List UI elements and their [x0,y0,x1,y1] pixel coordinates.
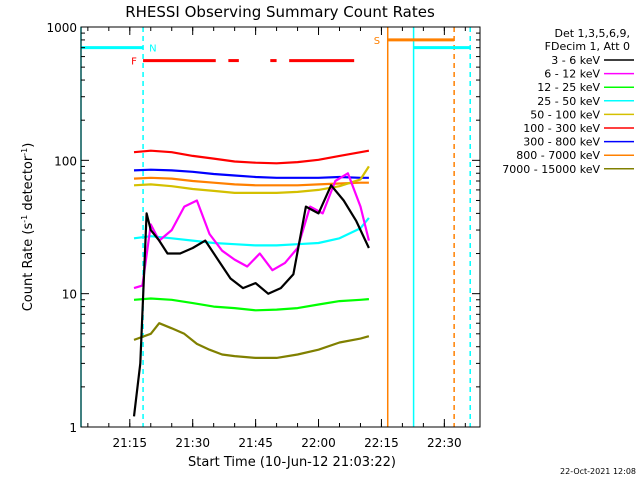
legend-label-4: 50 - 100 keV [530,108,600,121]
series-line-100to300keV [133,149,370,165]
x-tick-label-3: 22:00 [301,436,336,450]
series-line-6to12keV [133,172,370,290]
y-tick-label-3: 1000 [46,21,77,35]
series-line-800to7000keV [133,176,369,187]
x-tick-label-1: 21:30 [175,436,210,450]
series-line-12to25keV [133,297,369,312]
timestamp: 22-Oct-2021 12:08 [560,467,636,476]
y-tick-label-1: 10 [62,288,77,302]
series-line-7000to15000keV [133,322,370,359]
x-tick-label-4: 22:15 [364,436,399,450]
x-tick-label-2: 21:45 [238,436,273,450]
series-line-25to50keV [133,217,370,247]
y-axis-label: Count Rate (s-1 detector-1) [20,143,36,312]
legend-label-5: 100 - 300 keV [523,122,600,135]
chart-title: RHESSI Observing Summary Count Rates [125,3,435,21]
legend-label-7: 800 - 7000 keV [516,149,600,162]
flag-n-label: N [149,44,156,55]
series-line-300to800keV [133,168,369,179]
legend-label-6: 300 - 800 keV [523,136,600,149]
x-tick-label-5: 22:30 [427,436,462,450]
legend-header-line-1: Det 1,3,5,6,9, [554,27,630,40]
legend-label-8: 7000 - 15000 keV [502,163,600,176]
legend-label-1: 6 - 12 keV [544,68,600,81]
series-line-50to100keV [133,165,370,194]
legend-label-3: 25 - 50 keV [537,95,600,108]
series-line-3to6keV [132,184,370,417]
plot-frame [80,26,481,428]
flag-f-label: F [131,57,137,68]
flag-s-label: S [374,36,380,47]
y-tick-label-0: 1 [69,421,77,435]
legend-header-line-2: FDecim 1, Att 0 [545,40,630,53]
legend-label-0: 3 - 6 keV [551,54,600,67]
x-axis-label: Start Time (10-Jun-12 21:03:22) [188,455,396,470]
y-tick-label-2: 100 [54,154,77,168]
x-tick-label-0: 21:15 [112,436,147,450]
legend-label-2: 12 - 25 keV [537,81,600,94]
